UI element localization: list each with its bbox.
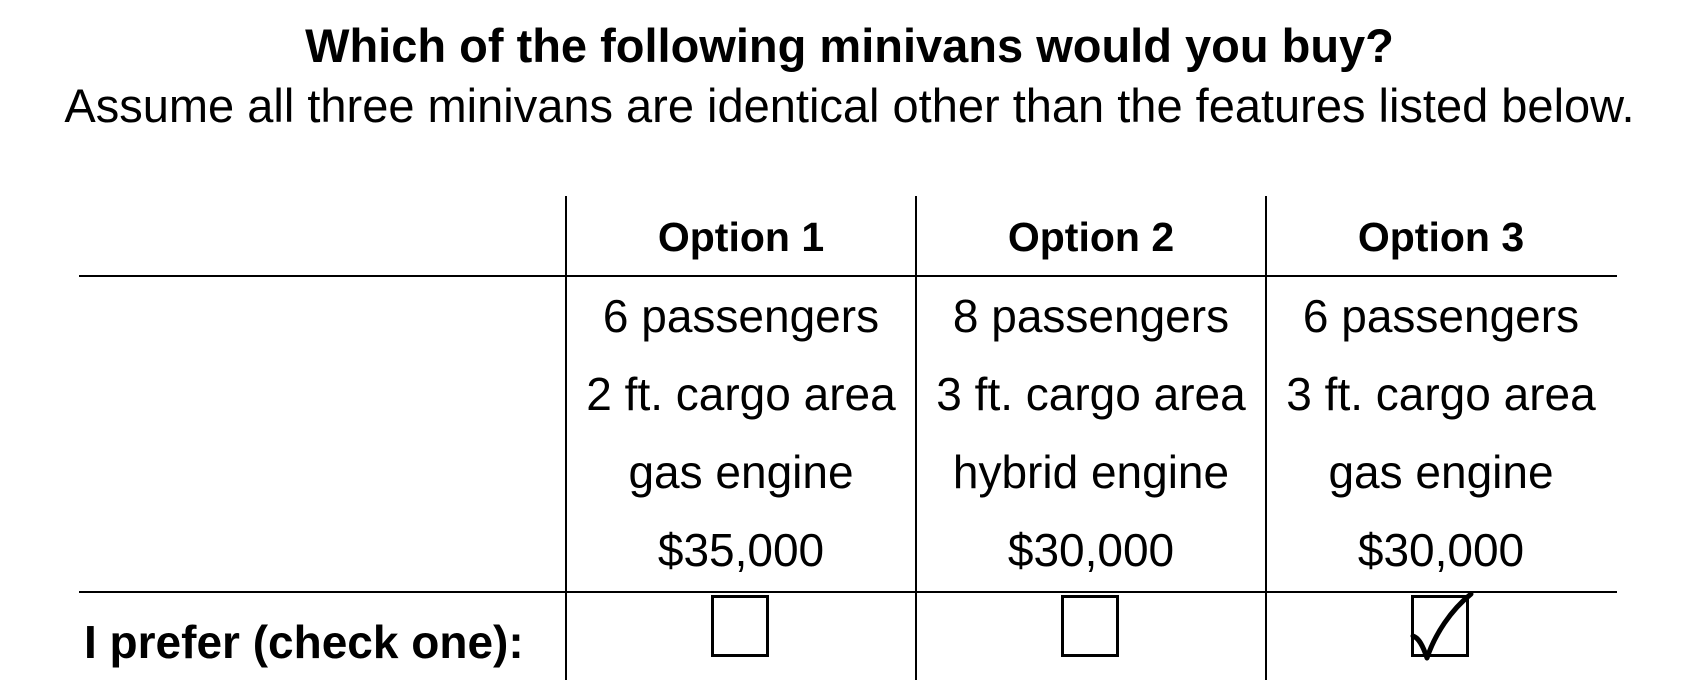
option-1-engine: gas engine: [628, 446, 854, 498]
option-2-passengers: 8 passengers: [952, 290, 1230, 342]
option-2-checkbox[interactable]: [1061, 595, 1119, 657]
option-3-header: Option 3: [1357, 214, 1525, 260]
option-3-engine: gas engine: [1328, 446, 1554, 498]
option-3-passengers: 6 passengers: [1302, 290, 1580, 342]
option-1-header: Option 1: [657, 214, 825, 260]
option-3-cargo: 3 ft. cargo area: [1286, 368, 1596, 420]
option-2-engine: hybrid engine: [952, 446, 1230, 498]
option-2-header: Option 2: [1007, 214, 1175, 260]
option-2-price: $30,000: [1007, 524, 1175, 576]
option-2-cargo: 3 ft. cargo area: [936, 368, 1246, 420]
option-1-price: $35,000: [657, 524, 825, 576]
survey-question-title: Which of the following minivans would yo…: [305, 19, 1394, 72]
prefer-label: I prefer (check one):: [84, 616, 524, 668]
header-divider: [79, 275, 1617, 277]
preference-divider: [79, 591, 1617, 593]
option-1-cargo: 2 ft. cargo area: [586, 368, 896, 420]
option-3-price: $30,000: [1357, 524, 1525, 576]
checkmark-icon: [1410, 591, 1474, 661]
option-1-checkbox[interactable]: [711, 595, 769, 657]
column-divider-3: [1265, 196, 1267, 680]
option-3-checkbox[interactable]: [1410, 591, 1474, 661]
survey-question-subtitle: Assume all three minivans are identical …: [64, 79, 1635, 132]
option-1-passengers: 6 passengers: [602, 290, 880, 342]
column-divider-1: [565, 196, 567, 680]
column-divider-2: [915, 196, 917, 680]
